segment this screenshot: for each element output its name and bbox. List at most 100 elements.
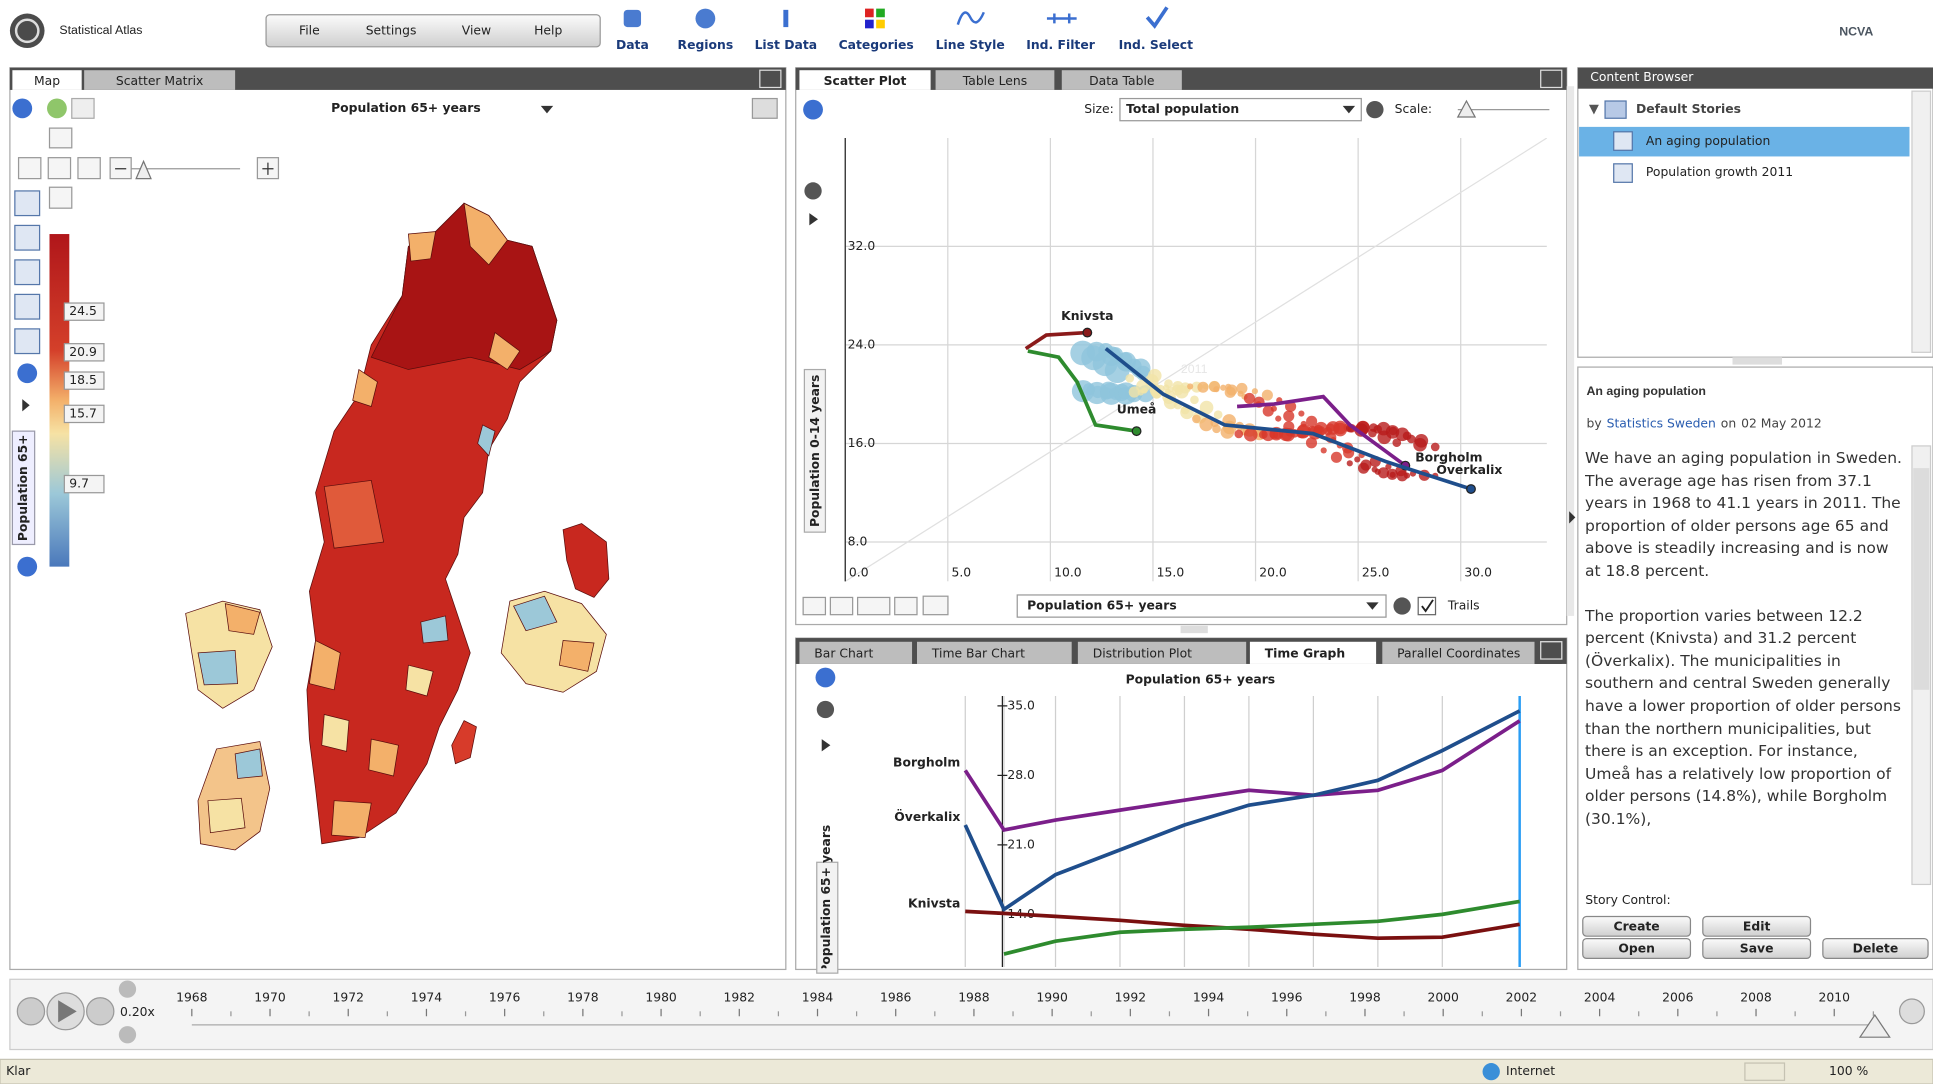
municipality-bubble[interactable] xyxy=(1320,447,1327,454)
municipality-bubble[interactable] xyxy=(1213,410,1223,419)
tree-toggle[interactable] xyxy=(1588,104,1599,115)
x-axis-indicator[interactable]: Population 65+ years xyxy=(1027,599,1177,613)
chart-mode-icon[interactable] xyxy=(71,97,95,119)
tab-label[interactable]: Bar Chart xyxy=(814,647,873,661)
tool-legend[interactable] xyxy=(14,328,41,355)
tab-label[interactable]: Map xyxy=(34,74,60,88)
year-label[interactable]: 1986 xyxy=(880,990,912,1004)
year-label[interactable]: 2004 xyxy=(1584,990,1616,1004)
municipality-bubble[interactable] xyxy=(1192,414,1201,424)
toolbar-button[interactable]: Categories xyxy=(839,38,914,52)
year-label[interactable]: 1992 xyxy=(1115,990,1146,1004)
button-label[interactable]: Create xyxy=(1614,919,1660,933)
menu-item[interactable]: View xyxy=(462,23,491,37)
scale-thumb[interactable] xyxy=(1456,99,1477,118)
tab[interactable] xyxy=(1077,641,1247,664)
municipality-bubble[interactable] xyxy=(1224,386,1236,398)
timeline-thumb[interactable] xyxy=(1858,1013,1891,1038)
info-icon[interactable] xyxy=(1366,101,1384,119)
story-item[interactable]: Population growth 2011 xyxy=(1646,165,1793,179)
pan-left[interactable] xyxy=(17,157,42,180)
expand-arrow[interactable] xyxy=(809,213,818,226)
tab-label[interactable]: Data Table xyxy=(1089,74,1154,88)
municipality-bubble[interactable] xyxy=(1141,387,1148,394)
municipality-bubble[interactable] xyxy=(1306,415,1318,427)
story-item[interactable]: An aging population xyxy=(1646,134,1770,148)
control-button[interactable] xyxy=(856,596,891,616)
tab-label[interactable]: Table Lens xyxy=(962,74,1027,88)
year-label[interactable]: 1982 xyxy=(724,990,755,1004)
loop-button[interactable] xyxy=(1898,998,1925,1025)
municipality-bubble[interactable] xyxy=(1243,392,1256,404)
region[interactable] xyxy=(477,424,496,457)
expand-arrow[interactable] xyxy=(821,739,831,752)
year-label[interactable]: 2000 xyxy=(1427,990,1459,1004)
map-mode-icon[interactable] xyxy=(47,98,67,119)
zoom-out-button[interactable] xyxy=(48,127,73,149)
tab[interactable] xyxy=(799,641,913,664)
year-label[interactable]: 2010 xyxy=(1819,990,1851,1004)
folder-label[interactable]: Default Stories xyxy=(1636,102,1741,116)
municipality-bubble[interactable] xyxy=(1385,463,1392,470)
municipality-bubble[interactable] xyxy=(1392,438,1402,448)
year-label[interactable]: 2006 xyxy=(1662,990,1694,1004)
pan-right[interactable] xyxy=(77,157,101,180)
y-axis-selector[interactable] xyxy=(816,861,839,974)
region[interactable] xyxy=(323,479,385,549)
info-icon[interactable] xyxy=(816,700,835,719)
tab-label[interactable]: Scatter Plot xyxy=(824,74,907,88)
print-icon[interactable] xyxy=(751,97,778,119)
tab-label[interactable]: Time Graph xyxy=(1265,647,1345,661)
municipality-bubble[interactable] xyxy=(1305,437,1318,449)
info-icon[interactable] xyxy=(804,182,822,200)
y-axis-label[interactable]: Population 65+ years xyxy=(819,825,833,974)
toolbar-button[interactable]: Data xyxy=(616,38,649,52)
menu-item[interactable]: File xyxy=(299,23,320,37)
splitter[interactable] xyxy=(1732,357,1783,365)
tab-label[interactable]: Time Bar Chart xyxy=(931,647,1025,661)
tab[interactable] xyxy=(1061,70,1182,90)
toolbar-button[interactable]: Line Style xyxy=(936,38,1005,52)
button[interactable] xyxy=(1582,938,1692,959)
region[interactable] xyxy=(488,331,521,371)
line-series[interactable] xyxy=(963,719,1521,833)
year-label[interactable]: 1970 xyxy=(254,990,286,1004)
collapse-arrow[interactable] xyxy=(1569,511,1576,524)
splitter[interactable] xyxy=(1180,625,1208,634)
region[interactable] xyxy=(331,800,372,839)
municipality-bubble[interactable] xyxy=(1326,423,1335,432)
menu-item[interactable]: Settings xyxy=(366,23,417,37)
year-label[interactable]: 1988 xyxy=(958,990,989,1004)
y-axis-selector[interactable] xyxy=(803,368,827,533)
municipality-bubble[interactable] xyxy=(1163,384,1170,391)
year-label[interactable]: 1994 xyxy=(1193,990,1225,1004)
tool-expand[interactable] xyxy=(48,186,73,209)
zoom-level[interactable]: 100 % xyxy=(1829,1064,1869,1078)
municipality-bubble[interactable] xyxy=(1357,462,1370,474)
municipality-bubble[interactable] xyxy=(1283,410,1295,422)
maximize-button[interactable] xyxy=(1540,641,1563,660)
year-label[interactable]: 1974 xyxy=(411,990,443,1004)
info-icon[interactable] xyxy=(17,363,38,384)
region[interactable] xyxy=(368,738,399,777)
tab[interactable] xyxy=(1249,641,1377,664)
control-button[interactable] xyxy=(802,596,827,616)
year-label[interactable]: 1976 xyxy=(489,990,521,1004)
tool-select[interactable] xyxy=(14,224,41,251)
region[interactable] xyxy=(463,202,508,266)
size-indicator[interactable]: Total population xyxy=(1126,102,1239,116)
size-dropdown[interactable] xyxy=(1119,97,1362,122)
municipality-bubble[interactable] xyxy=(1213,386,1220,393)
municipality-bubble[interactable] xyxy=(1212,424,1221,434)
tab-label[interactable]: Parallel Coordinates xyxy=(1397,647,1520,661)
tab-label[interactable]: Scatter Matrix xyxy=(116,74,203,88)
button-label[interactable]: Edit xyxy=(1743,919,1771,933)
municipality-bubble[interactable] xyxy=(1413,437,1427,452)
year-label[interactable]: 1978 xyxy=(567,990,598,1004)
region[interactable] xyxy=(207,797,246,834)
municipality-bubble[interactable] xyxy=(1275,415,1282,422)
municipality-bubble[interactable] xyxy=(1251,388,1258,395)
control-button[interactable] xyxy=(894,596,918,616)
x-axis-dropdown[interactable] xyxy=(1016,594,1387,618)
municipality-bubble[interactable] xyxy=(1190,395,1199,405)
